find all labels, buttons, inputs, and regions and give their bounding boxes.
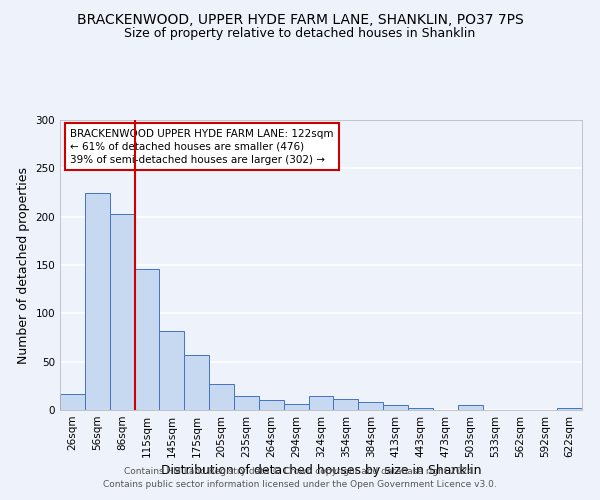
Bar [557, 408, 582, 410]
Text: Size of property relative to detached houses in Shanklin: Size of property relative to detached ho… [124, 28, 476, 40]
X-axis label: Distribution of detached houses by size in Shanklin: Distribution of detached houses by size … [161, 464, 481, 477]
Text: BRACKENWOOD, UPPER HYDE FARM LANE, SHANKLIN, PO37 7PS: BRACKENWOOD, UPPER HYDE FARM LANE, SHANK… [77, 12, 523, 26]
Bar [209, 384, 234, 410]
Bar [284, 404, 308, 410]
Text: Contains HM Land Registry data © Crown copyright and database right 2024.: Contains HM Land Registry data © Crown c… [124, 467, 476, 476]
Bar [134, 269, 160, 410]
Bar [308, 396, 334, 410]
Bar [334, 400, 358, 410]
Bar [408, 408, 433, 410]
Bar [458, 405, 482, 410]
Bar [358, 402, 383, 410]
Text: BRACKENWOOD UPPER HYDE FARM LANE: 122sqm
← 61% of detached houses are smaller (4: BRACKENWOOD UPPER HYDE FARM LANE: 122sqm… [70, 128, 334, 165]
Bar [160, 330, 184, 410]
Bar [259, 400, 284, 410]
Bar [234, 396, 259, 410]
Bar [110, 214, 134, 410]
Bar [85, 194, 110, 410]
Bar [383, 405, 408, 410]
Bar [184, 355, 209, 410]
Text: Contains public sector information licensed under the Open Government Licence v3: Contains public sector information licen… [103, 480, 497, 489]
Y-axis label: Number of detached properties: Number of detached properties [17, 166, 30, 364]
Bar [60, 394, 85, 410]
